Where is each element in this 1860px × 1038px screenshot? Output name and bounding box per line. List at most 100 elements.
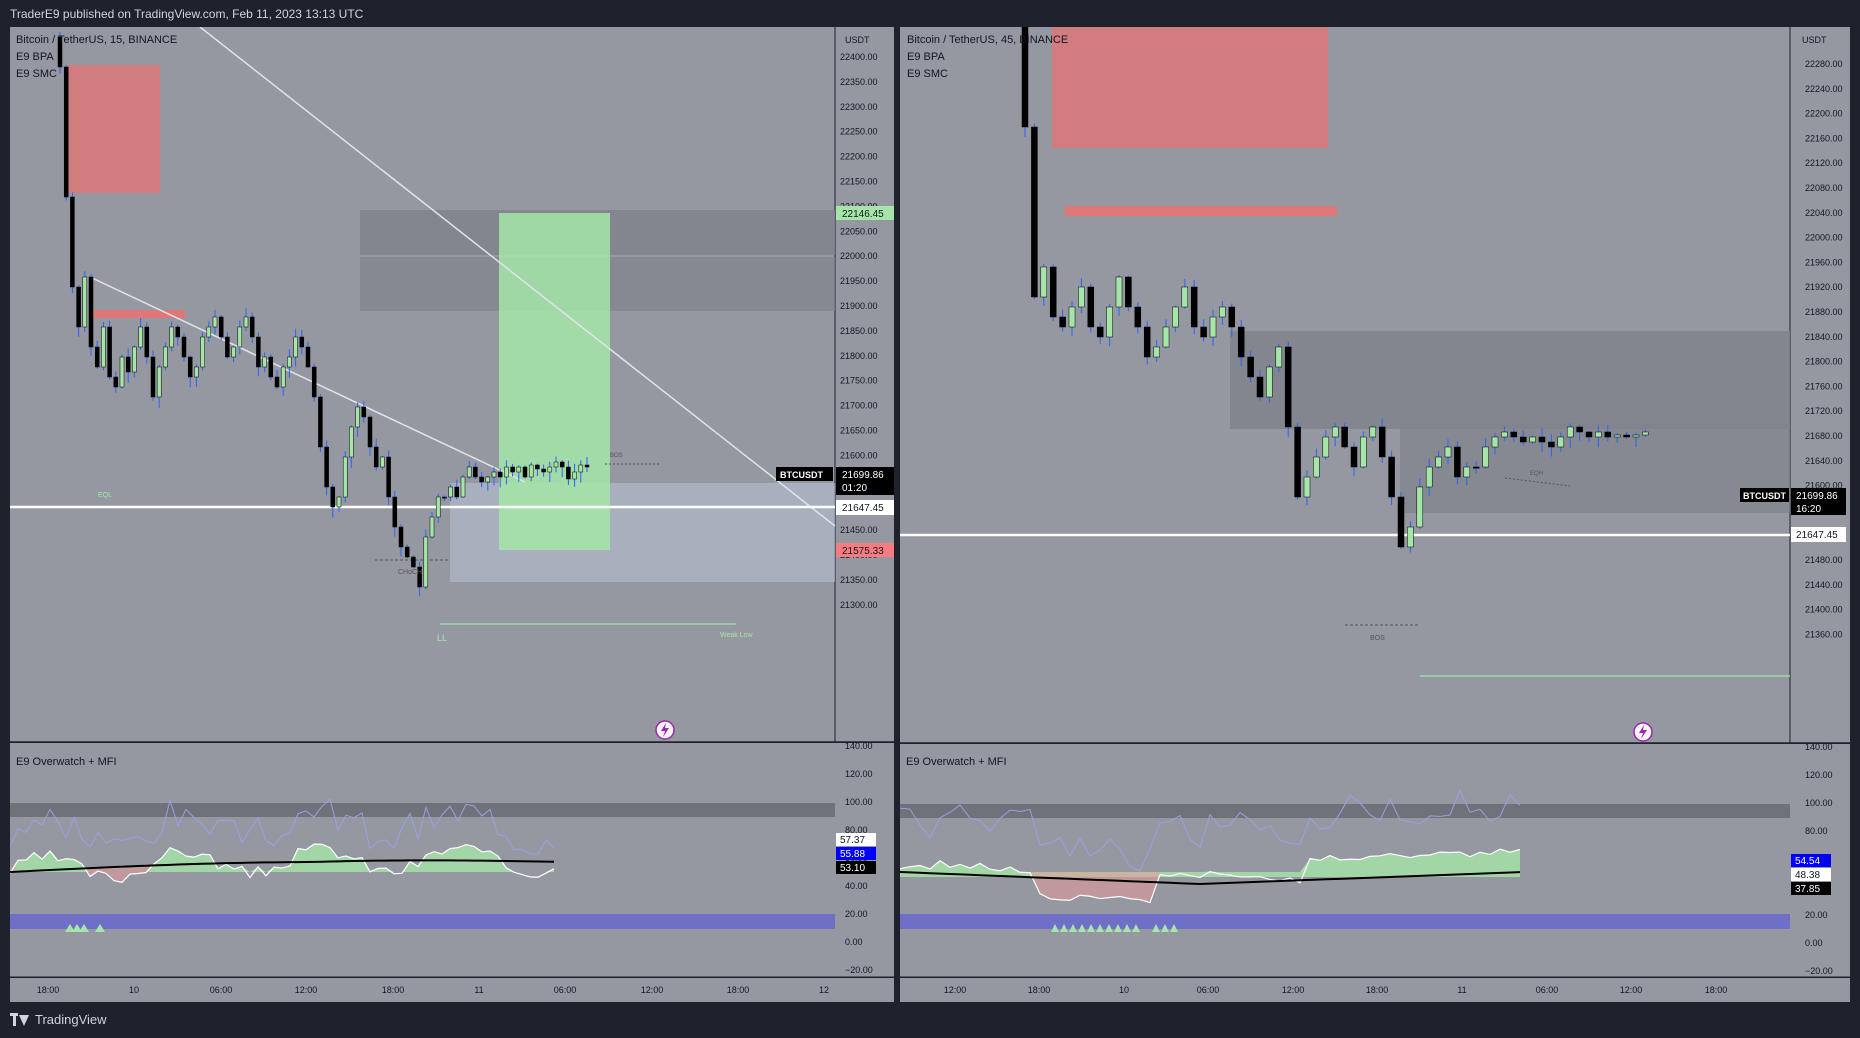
left-candle [200, 336, 205, 368]
left-candle [305, 346, 311, 368]
right-eqh-line [1504, 477, 1571, 487]
right-candles [1021, 27, 1649, 553]
left-candle [206, 326, 212, 338]
left-green-price-tag: 22146.45 [836, 206, 894, 220]
left-chart-panel[interactable]: EQL CHoCH LL Weak Low BOS USDT 22400.00 2… [10, 27, 894, 1002]
right-x-tick: 06:00 [1197, 985, 1220, 995]
left-candle [448, 486, 453, 498]
right-y-tick: 21480.00 [1805, 555, 1843, 565]
right-candle [1416, 486, 1424, 528]
left-candle [156, 366, 162, 398]
left-y-tick: 22300.00 [840, 102, 878, 112]
right-x-tick: 12:00 [1620, 985, 1643, 995]
right-candle [1576, 426, 1583, 433]
right-y-tick: 21680.00 [1805, 431, 1843, 441]
left-candle [578, 464, 584, 473]
left-candle [280, 366, 286, 388]
left-descending-trendline-2[interactable] [89, 276, 526, 483]
left-level-price-tag: 21647.45 [836, 500, 894, 515]
right-y-tick: 22200.00 [1805, 109, 1843, 119]
right-eqh-label: EQH [1530, 471, 1543, 477]
right-x-tick: 12:00 [1282, 985, 1305, 995]
left-y-tick: 21600.00 [840, 450, 878, 460]
right-candle [1153, 346, 1160, 358]
left-candle [82, 276, 88, 328]
right-red-orderblock-small [1065, 206, 1337, 216]
left-candle [169, 326, 174, 348]
left-x-tick: 12 [819, 985, 829, 995]
left-candle [70, 196, 75, 288]
right-candle [1623, 434, 1630, 438]
left-y-tick: 22050.00 [840, 226, 878, 236]
right-y-tick: 21640.00 [1805, 456, 1843, 466]
left-indicator-values: 57.37 55.88 53.10 [836, 833, 876, 874]
svg-text:55.88: 55.88 [840, 849, 865, 860]
left-candle [225, 336, 230, 358]
left-indicator-tick: 0.00 [845, 937, 863, 947]
right-indicator-tick: 20.00 [1805, 910, 1828, 920]
left-weak-low-label: Weak Low [720, 632, 753, 639]
left-candle [76, 286, 81, 328]
left-y-tick: 21700.00 [840, 401, 878, 411]
left-y-ticks: 22400.00 22350.00 22300.00 22250.00 22200.00… [840, 52, 878, 610]
right-currency-label: USDT [1802, 35, 1827, 45]
tradingview-logo[interactable]: TradingView [10, 1012, 107, 1027]
right-symbol-title[interactable]: Bitcoin / TetherUS, 45, BINANCE [907, 34, 1069, 46]
right-candle [1519, 436, 1527, 443]
left-long-position-zone [499, 213, 610, 550]
right-candle [1360, 436, 1367, 468]
right-y-tick: 21840.00 [1805, 332, 1843, 342]
left-candle [324, 446, 329, 488]
right-x-tick: 18:00 [1705, 985, 1728, 995]
right-candle [1200, 326, 1207, 338]
right-price-axis[interactable] [1790, 27, 1850, 743]
left-time-axis[interactable] [10, 978, 894, 1002]
right-y-tick: 21960.00 [1805, 257, 1843, 267]
left-descending-trendline[interactable] [199, 27, 836, 527]
left-candle [510, 466, 515, 473]
right-chart-canvas[interactable]: BOS EQH USDT 22280.00 22240.00 22200.00 221… [900, 27, 1850, 1002]
right-y-tick: 21880.00 [1805, 307, 1843, 317]
left-x-tick: 12:00 [295, 985, 318, 995]
svg-text:16:20: 16:20 [1796, 504, 1821, 515]
left-legend: Bitcoin / TetherUS, 15, BINANCE E9 BPA E… [16, 32, 177, 83]
left-candle [435, 496, 441, 518]
right-time-axis[interactable] [900, 978, 1850, 1002]
left-bos-label: BOS [610, 453, 623, 459]
left-indicator-bpa[interactable]: E9 BPA [16, 51, 54, 63]
left-price-axis[interactable] [835, 27, 894, 742]
left-candle [522, 466, 528, 478]
left-indicator-smc[interactable]: E9 SMC [16, 68, 57, 80]
left-x-tick: 06:00 [210, 985, 233, 995]
left-candle [355, 406, 360, 428]
left-x-tick: 18:00 [37, 985, 60, 995]
right-candle [1040, 266, 1048, 298]
left-symbol-title[interactable]: Bitcoin / TetherUS, 15, BINANCE [16, 34, 178, 46]
right-candle [1548, 441, 1555, 448]
left-indicator-tick: 20.00 [845, 909, 868, 919]
right-candle [1209, 316, 1217, 338]
left-candle [442, 496, 447, 499]
right-candle [1595, 431, 1602, 438]
left-chart-canvas[interactable]: EQL CHoCH LL Weak Low BOS USDT 22400.002… [10, 27, 894, 1002]
left-candle [274, 376, 280, 388]
left-candle [144, 326, 150, 358]
right-y-tick: 21400.00 [1805, 605, 1843, 615]
left-x-tick: 12:00 [641, 985, 664, 995]
right-supply-zone-upper [1230, 331, 1790, 429]
left-x-tick: 11 [474, 985, 483, 995]
right-indicator-bpa[interactable]: E9 BPA [907, 51, 945, 63]
right-candle [1341, 426, 1348, 448]
left-indicator-tick: 40.00 [845, 881, 868, 891]
svg-text:BTCUSDT: BTCUSDT [1743, 491, 1786, 501]
left-candle [218, 316, 224, 338]
left-indicator-tick: 80.00 [845, 825, 868, 835]
left-indicator-name: E9 Overwatch + MFI [16, 756, 117, 768]
right-chart-panel[interactable]: BOS EQH USDT 22280.00 22240.00 22200.00 221… [900, 27, 1850, 1002]
left-candle [125, 356, 131, 373]
right-indicator-smc[interactable]: E9 SMC [907, 68, 948, 80]
right-candle [1482, 446, 1489, 468]
published-caption: TraderE9 published on TradingView.com, F… [10, 7, 364, 21]
right-candle [1435, 456, 1442, 468]
right-candle [1172, 306, 1179, 328]
